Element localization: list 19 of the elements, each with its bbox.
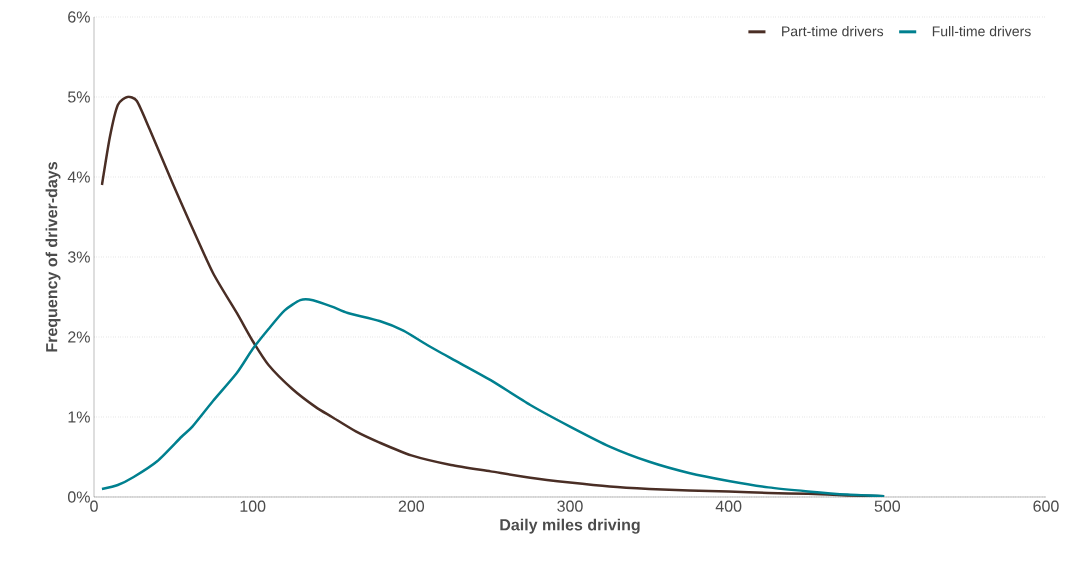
legend-label: Full-time drivers <box>932 25 1031 37</box>
y-tick-label: 0% <box>67 491 90 503</box>
line-series <box>100 298 886 497</box>
y-tick-label: 2% <box>68 331 90 343</box>
y-tick-label: 1% <box>68 411 90 423</box>
x-tick-label: 0 <box>90 500 98 512</box>
x-tick-label: 500 <box>874 500 901 512</box>
x-tick-label: 600 <box>1033 500 1059 512</box>
x-tick-label: 200 <box>398 500 425 512</box>
y-tick-label: 3% <box>67 251 90 263</box>
legend-label: Part-time drivers <box>782 25 884 37</box>
y-tick-label: 5% <box>68 91 90 103</box>
x-tick-label: 300 <box>557 500 583 512</box>
y-tick-label: 6% <box>68 11 90 23</box>
x-tick-label: 400 <box>715 500 742 512</box>
x-tick-label: 100 <box>240 500 266 512</box>
x-axis-title: Daily miles driving <box>500 518 640 534</box>
y-tick-label: 4% <box>67 171 90 183</box>
y-axis-title: Frequency of driver-days <box>45 162 61 352</box>
